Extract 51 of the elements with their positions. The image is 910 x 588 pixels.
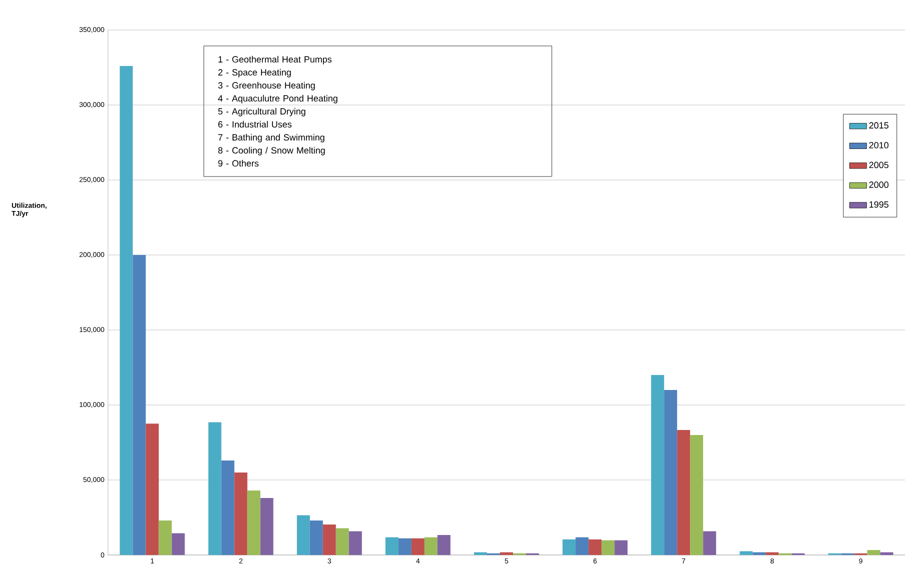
bar	[437, 535, 450, 555]
bar	[336, 528, 349, 555]
annotation: 5 - Agricultural Drying	[218, 108, 306, 116]
bar	[740, 551, 753, 555]
bar	[120, 66, 133, 555]
bar	[146, 424, 159, 555]
bar	[664, 390, 678, 555]
bar	[867, 550, 880, 555]
bar	[322, 524, 336, 555]
bar	[752, 552, 766, 555]
bar	[234, 472, 248, 555]
legend-label: 2015	[869, 122, 888, 129]
bar	[614, 540, 628, 555]
annotation: 1 - Geothermal Heat Pumps	[218, 56, 332, 64]
bar	[703, 531, 716, 555]
legend-label: 2010	[869, 142, 888, 148]
bar	[310, 520, 323, 555]
bar	[385, 537, 398, 555]
bar	[424, 537, 438, 555]
annotation: 3 - Greenhouse Heating	[218, 82, 315, 90]
bar	[690, 434, 704, 555]
bar	[651, 374, 664, 555]
annotation: 9 - Others	[218, 160, 259, 167]
legend-label: 1995	[869, 201, 888, 208]
bar	[500, 552, 513, 555]
bar	[398, 538, 412, 555]
bar	[766, 552, 779, 555]
annotation: 6 - Industrial Uses	[218, 120, 292, 128]
bar	[576, 537, 589, 555]
bar	[132, 254, 146, 555]
bar	[880, 552, 894, 555]
bar	[677, 430, 690, 555]
bar	[411, 538, 424, 555]
bar	[208, 422, 222, 555]
bar	[221, 460, 234, 555]
bar	[296, 515, 310, 555]
bar	[474, 552, 487, 555]
annotation: 2 - Space Heating	[218, 68, 291, 78]
bar	[260, 498, 274, 555]
bar	[158, 520, 172, 555]
bar	[348, 531, 362, 555]
bar	[172, 533, 185, 555]
bar	[588, 539, 602, 555]
bar	[602, 540, 615, 555]
legend-label: 2005	[869, 162, 888, 168]
bar	[562, 539, 576, 555]
annotation: 7 - Bathing and Swimming	[218, 134, 324, 142]
legend-label: 2000	[869, 182, 888, 188]
annotation: 4 - Aquaculutre Pond Heating	[218, 94, 338, 104]
bar	[247, 490, 260, 555]
annotation: 8 - Cooling / Snow Melting	[218, 146, 325, 156]
